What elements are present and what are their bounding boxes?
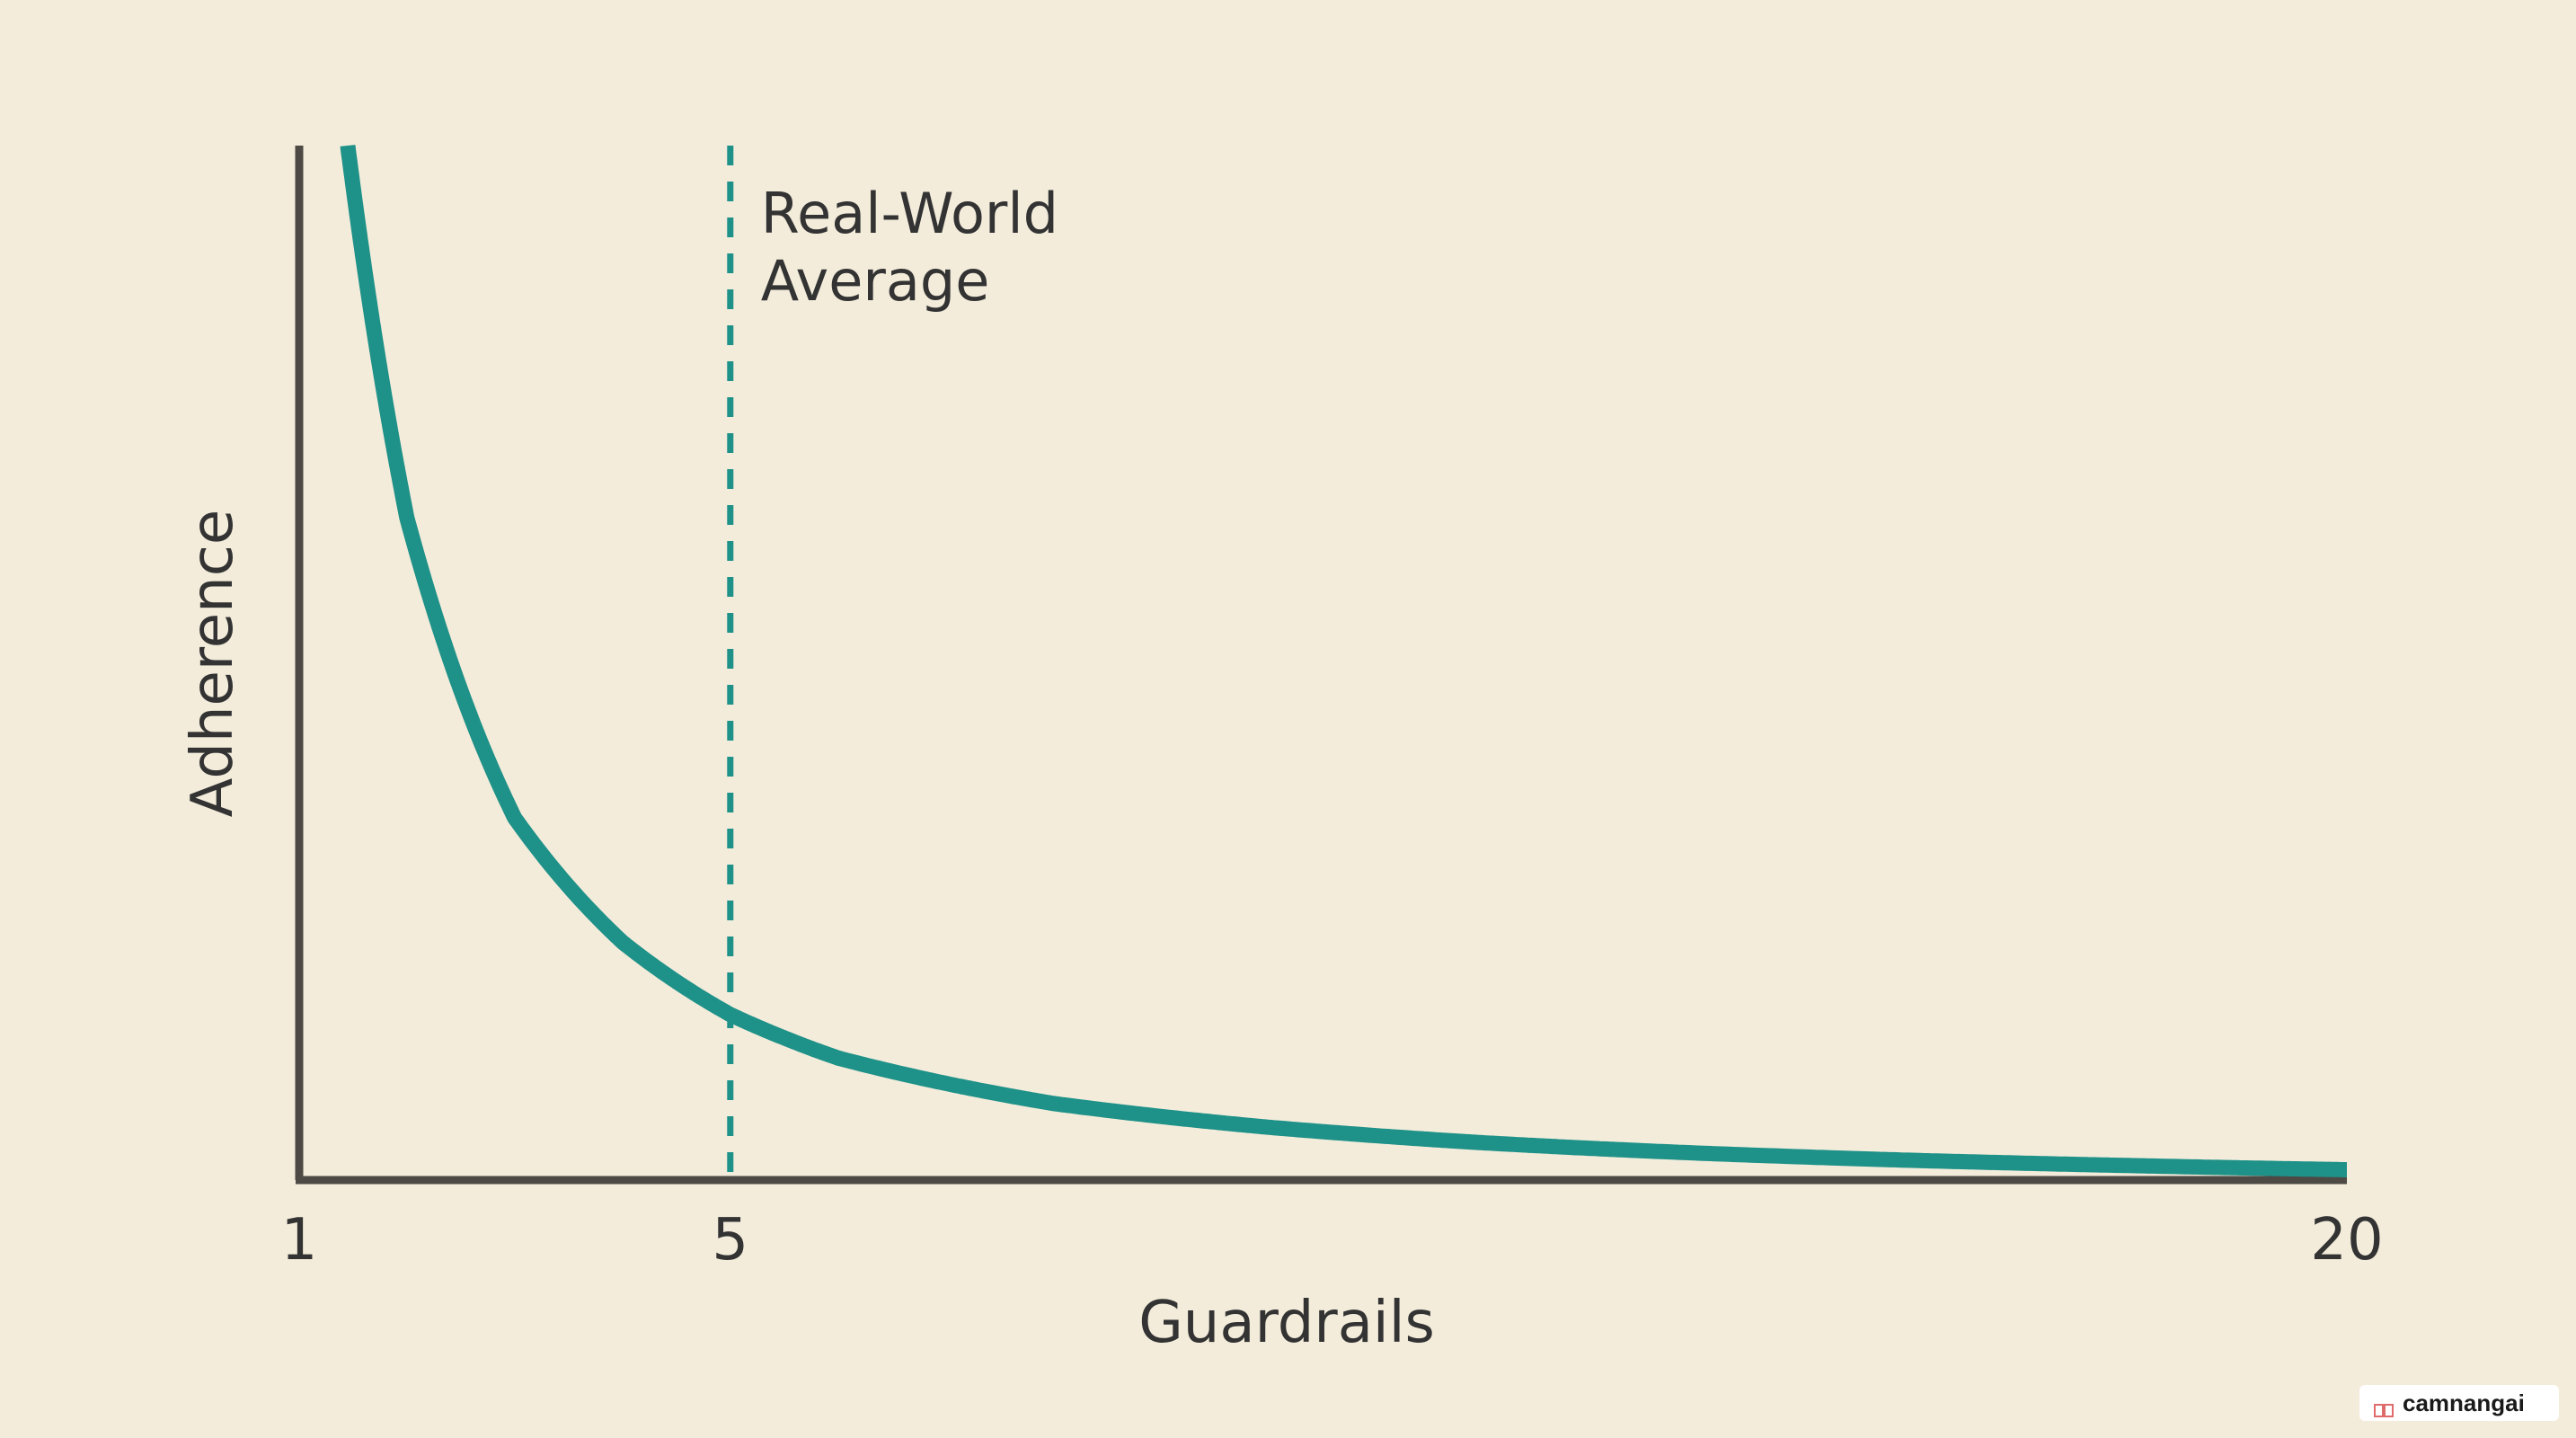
reference-label-line: Average [761, 248, 990, 314]
x-axis-title: Guardrails [1138, 1290, 1435, 1356]
series-curve [340, 145, 2348, 1177]
reference-label-line: Real-World [761, 181, 1058, 246]
y-axis-title: Adherence [180, 510, 246, 818]
axes [295, 146, 2347, 1185]
x-tick-label: 20 [2310, 1207, 2383, 1274]
watermark-text: camnangai [2403, 1389, 2525, 1416]
x-tick-label: 5 [712, 1207, 748, 1274]
x-tick-labels: 1 5 20 [281, 1207, 2384, 1274]
reference-label: Real-World Average [761, 181, 1058, 314]
book-icon [2374, 1396, 2394, 1417]
x-tick-label: 1 [281, 1207, 318, 1274]
watermark-badge: camnangai [2359, 1385, 2559, 1421]
